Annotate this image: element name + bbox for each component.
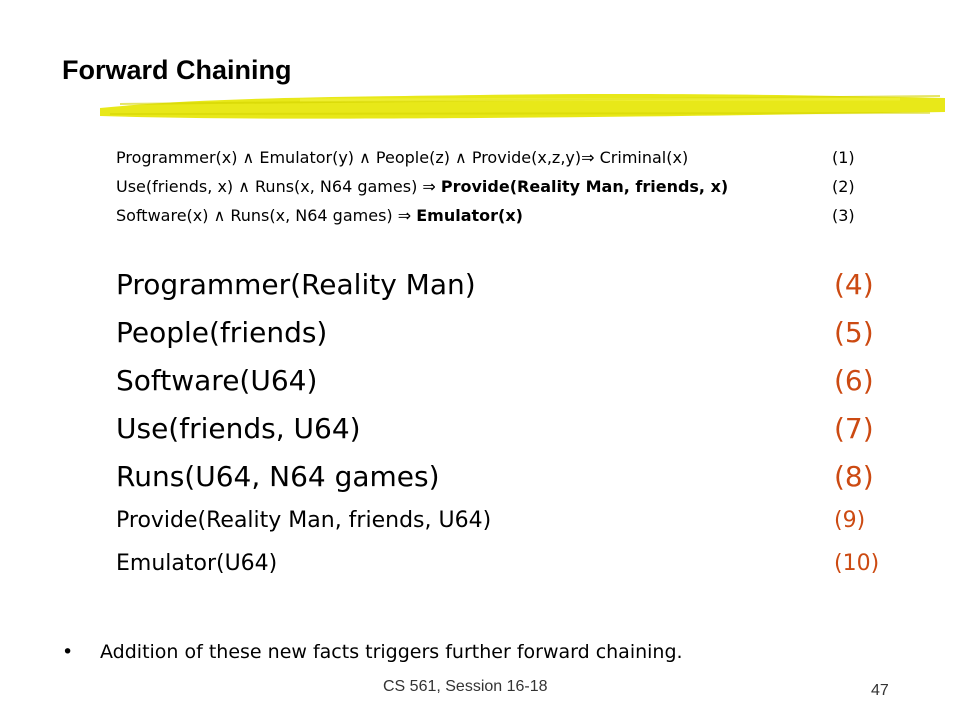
fact-number: (9) bbox=[834, 508, 866, 533]
fact-number: (6) bbox=[834, 364, 874, 397]
slide-title: Forward Chaining bbox=[62, 55, 292, 85]
footer-text: CS 561, Session 16-18 bbox=[383, 678, 548, 695]
rule-text-part: Software(x) ∧ Runs(x, N64 games) ⇒ bbox=[116, 206, 417, 225]
page-number: 47 bbox=[871, 682, 889, 699]
rule-text: Software(x) ∧ Runs(x, N64 games) ⇒ Emula… bbox=[116, 206, 523, 225]
bullet-point: • Addition of these new facts triggers fu… bbox=[62, 641, 683, 663]
rule-text-part: Use(friends, x) ∧ Runs(x, N64 games) ⇒ bbox=[116, 177, 441, 196]
fact-number: (8) bbox=[834, 460, 874, 493]
fact-text: Emulator(U64) bbox=[116, 551, 278, 576]
fact-number: (7) bbox=[834, 412, 874, 445]
fact-text: Runs(U64, N64 games) bbox=[116, 460, 440, 493]
fact-number: (4) bbox=[834, 268, 874, 301]
fact-text: People(friends) bbox=[116, 316, 328, 349]
fact-text: Software(U64) bbox=[116, 364, 318, 397]
fact-number: (10) bbox=[834, 551, 880, 576]
fact-text: Programmer(Reality Man) bbox=[116, 268, 476, 301]
fact-number: (5) bbox=[834, 316, 874, 349]
rule-number: (1) bbox=[832, 148, 855, 167]
rule-conclusion: Emulator(x) bbox=[416, 206, 523, 225]
bullet-dot-icon: • bbox=[62, 641, 74, 663]
rule-text: Programmer(x) ∧ Emulator(y) ∧ People(z) … bbox=[116, 148, 688, 167]
rule-number: (3) bbox=[832, 206, 855, 225]
rule-conclusion: Provide(Reality Man, friends, x) bbox=[440, 177, 729, 196]
yellow-brush-stroke bbox=[100, 94, 945, 119]
fact-text: Provide(Reality Man, friends, U64) bbox=[116, 508, 492, 533]
rule-number: (2) bbox=[832, 177, 855, 196]
rule-text-part: Programmer(x) ∧ Emulator(y) ∧ People(z) … bbox=[116, 148, 689, 167]
rule-text: Use(friends, x) ∧ Runs(x, N64 games) ⇒ P… bbox=[116, 177, 728, 196]
fact-text: Use(friends, U64) bbox=[116, 412, 361, 445]
bullet-text: Addition of these new facts triggers fur… bbox=[100, 641, 683, 663]
